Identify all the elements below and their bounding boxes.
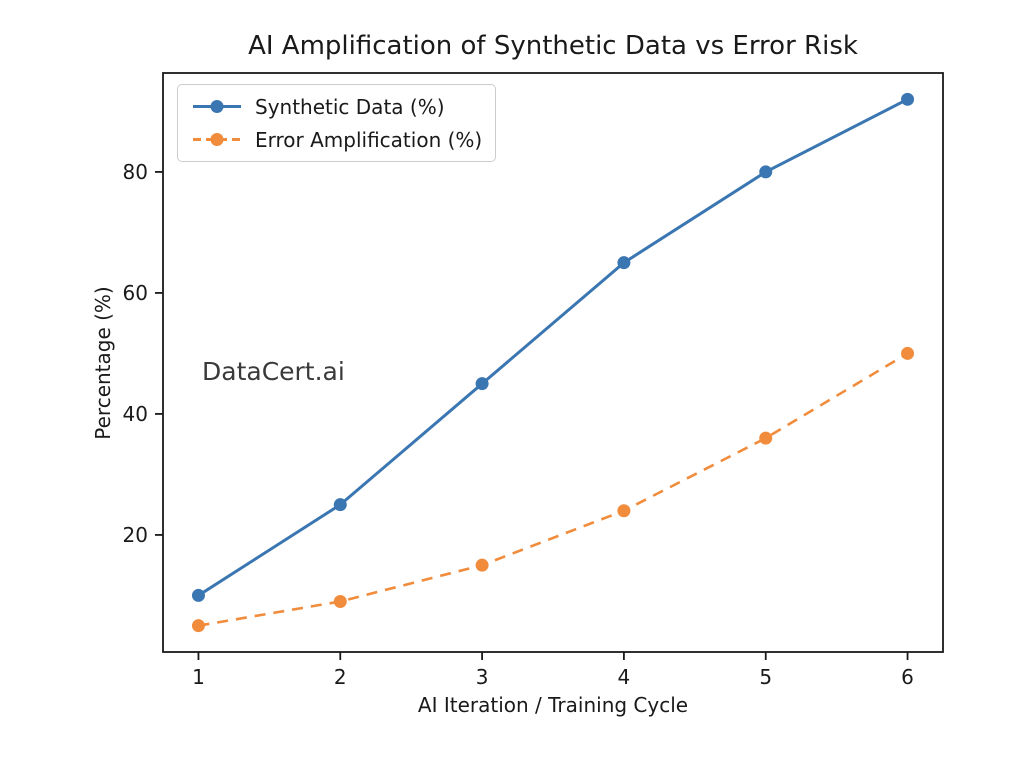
x-tick-label: 6 <box>901 665 914 689</box>
watermark-text: DataCert.ai <box>202 357 345 386</box>
chart-title: AI Amplification of Synthetic Data vs Er… <box>248 31 858 61</box>
y-tick-label: 20 <box>123 523 148 547</box>
data-point-series-1 <box>191 619 205 633</box>
data-point-series-0 <box>901 92 915 106</box>
legend: Synthetic Data (%) Error Amplification (… <box>177 84 497 162</box>
y-tick-label: 60 <box>123 281 148 305</box>
series-line-1 <box>198 352 909 627</box>
legend-swatch-dashed-line-icon <box>193 133 241 146</box>
legend-swatch-solid-line-icon <box>193 100 241 113</box>
data-point-series-0 <box>759 165 773 179</box>
data-point-series-1 <box>901 346 915 360</box>
series-line-0 <box>197 97 909 597</box>
data-point-series-0 <box>475 377 489 391</box>
plot-frame <box>162 72 944 653</box>
x-tick-label: 3 <box>476 665 489 689</box>
y-axis-label: Percentage (%) <box>91 286 115 440</box>
legend-item-error-amplification: Error Amplification (%) <box>191 125 482 154</box>
legend-label-synthetic-data: Synthetic Data (%) <box>255 94 445 119</box>
data-point-series-1 <box>475 558 489 572</box>
data-point-series-1 <box>617 504 631 518</box>
x-tick-label: 2 <box>334 665 347 689</box>
legend-label-error-amplification: Error Amplification (%) <box>255 127 483 152</box>
y-tick-label: 80 <box>123 160 148 184</box>
x-tick-label: 4 <box>618 665 631 689</box>
data-point-series-0 <box>191 588 205 602</box>
data-point-series-1 <box>333 594 347 608</box>
x-tick-label: 1 <box>192 665 205 689</box>
x-axis-label: AI Iteration / Training Cycle <box>417 693 689 717</box>
x-tick-label: 5 <box>759 665 772 689</box>
data-point-series-1 <box>759 431 773 445</box>
data-point-series-0 <box>617 256 631 270</box>
y-tick-label: 40 <box>123 402 148 426</box>
data-point-series-0 <box>333 498 347 512</box>
legend-item-synthetic-data: Synthetic Data (%) <box>191 92 482 121</box>
